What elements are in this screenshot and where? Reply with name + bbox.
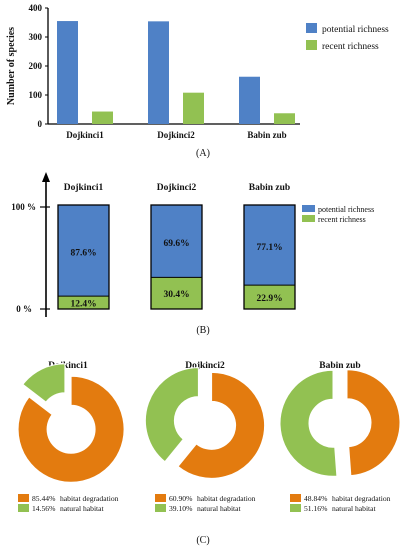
panel-c-legend-name: natural habitat xyxy=(332,504,377,513)
panel-b-value-label-recent: 22.9% xyxy=(256,294,282,304)
panel-b-value-label-potential: 69.6% xyxy=(163,239,189,249)
panel-a-ytick-label: 200 xyxy=(29,61,43,71)
panel-b-bar-recent-2 xyxy=(151,277,202,309)
panel-b-axis-label-0: 0 % xyxy=(16,304,32,314)
panel-b-bar-outline xyxy=(243,204,296,310)
panel-b-value-label-recent: 12.4% xyxy=(70,300,96,310)
panel-b-value-label-potential: 77.1% xyxy=(256,243,282,253)
panel-c-donut-title: Dojkinci1 xyxy=(48,361,88,371)
panel-b-category-label: Dojkinci2 xyxy=(157,183,197,193)
panel-a-ytick-label: 0 xyxy=(38,119,43,129)
panel-c-legend-swatch xyxy=(18,494,29,502)
panel-a-legend-swatch xyxy=(306,40,317,50)
panel-c-legend-value: 14.56% xyxy=(32,504,56,513)
panel-a-category-label: Dojkinci1 xyxy=(66,130,104,140)
panel-c-legend-value: 60.90% xyxy=(169,494,193,503)
panel-c-legend-value: 39.10% xyxy=(169,504,193,513)
panel-b-legend-swatch xyxy=(302,215,315,222)
panel-c-legend-name: natural habitat xyxy=(197,504,242,513)
panel-a-bar-potential-3 xyxy=(239,76,260,124)
panel-c-legend-value: 85.44% xyxy=(32,494,56,503)
panel-c-legend-value: 48.84% xyxy=(304,494,328,503)
panel-b-y-axis-arrowhead xyxy=(42,172,50,182)
panel-c-slice-natural-3 xyxy=(279,369,338,477)
panel-b-bar-outline xyxy=(57,204,110,310)
panel-b-value-label-recent: 30.4% xyxy=(163,290,189,300)
panel-a-bar-potential-1 xyxy=(57,21,78,124)
panel-c: Dojkinci1 85.44% habitat degradation 14.56%… xyxy=(17,361,401,546)
panel-b-bar-potential-1 xyxy=(58,205,109,297)
panel-c-legend-name: natural habitat xyxy=(60,504,105,513)
panel-a-category-label: Dojkinci2 xyxy=(157,130,195,140)
panel-a-category-label: Babin zub xyxy=(247,130,286,140)
panel-b-bar-potential-2 xyxy=(151,205,202,278)
panel-b: 100 % 0 % Dojkinci1 87.6% 12.4% Dojkinci2 69… xyxy=(11,172,374,336)
panel-b-axis-label-100: 100 % xyxy=(11,202,36,212)
panel-b-legend-label: potential richness xyxy=(318,205,374,214)
panel-c-legend-value: 51.16% xyxy=(304,504,328,513)
panel-c-legend-swatch xyxy=(155,494,166,502)
panel-a: Number of species 0 100 200 300 400 Dojkinci… xyxy=(6,3,389,159)
panel-a-bar-potential-2 xyxy=(148,21,169,125)
panel-b-bar-outline xyxy=(150,204,203,310)
panel-c-legend-name: habitat degradation xyxy=(332,494,391,503)
panel-b-category-label: Babin zub xyxy=(249,183,290,193)
panel-a-ytick-label: 100 xyxy=(29,90,43,100)
panel-c-slice-natural-2 xyxy=(144,367,199,463)
panel-a-bar-recent-2 xyxy=(183,92,204,124)
panel-b-bar-recent-1 xyxy=(58,296,109,309)
panel-a-legend-swatch xyxy=(306,23,317,33)
panel-c-legend-swatch xyxy=(18,504,29,512)
panel-b-legend-label: recent richness xyxy=(318,215,366,224)
panel-c-slice-natural-1 xyxy=(22,363,66,403)
panel-b-bar-potential-3 xyxy=(244,205,295,286)
panel-a-ytick-label: 300 xyxy=(29,32,43,42)
panel-c-legend-name: habitat degradation xyxy=(60,494,119,503)
panel-a-bar-recent-1 xyxy=(92,111,113,124)
panel-c-donut-title: Dojkinci2 xyxy=(185,361,225,371)
panel-b-category-label: Dojkinci1 xyxy=(64,183,104,193)
panel-c-slice-degradation-3 xyxy=(346,369,401,477)
panel-c-donut-title: Babin zub xyxy=(319,361,360,371)
panel-c-legend-swatch xyxy=(290,494,301,502)
panel-b-tag: (B) xyxy=(196,325,209,336)
panel-a-bar-recent-3 xyxy=(274,113,295,124)
panel-b-legend-swatch xyxy=(302,205,315,212)
panel-a-ylabel: Number of species xyxy=(6,27,17,105)
panel-c-legend-swatch xyxy=(155,504,166,512)
panel-c-slice-degradation-1 xyxy=(17,375,125,483)
panel-b-value-label-potential: 87.6% xyxy=(70,249,96,259)
panel-c-tag: (C) xyxy=(196,535,209,546)
panel-c-legend-swatch xyxy=(290,504,301,512)
panel-a-legend-label: recent richness xyxy=(322,42,379,52)
panel-c-slice-degradation-2 xyxy=(177,371,266,479)
panel-c-legend-name: habitat degradation xyxy=(197,494,256,503)
panel-a-legend-label: potential richness xyxy=(322,25,389,35)
panel-a-tag: (A) xyxy=(196,148,210,159)
panel-a-ytick-label: 400 xyxy=(29,3,43,13)
panel-b-bar-recent-3 xyxy=(244,285,295,309)
